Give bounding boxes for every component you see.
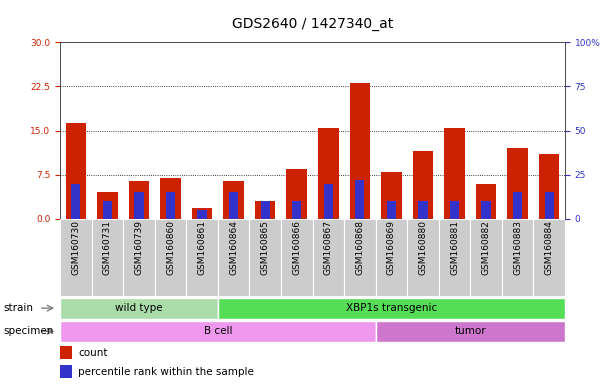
Bar: [186, 219, 218, 296]
Bar: [313, 219, 344, 296]
Text: count: count: [78, 348, 108, 358]
Bar: [249, 219, 281, 296]
Bar: [350, 83, 370, 219]
Bar: [476, 184, 496, 219]
Text: B cell: B cell: [204, 326, 232, 336]
Text: GSM160882: GSM160882: [481, 220, 490, 275]
Bar: [66, 124, 86, 219]
Text: GSM160860: GSM160860: [166, 220, 175, 275]
Bar: [418, 201, 427, 219]
Bar: [60, 321, 376, 342]
Text: GSM160883: GSM160883: [513, 220, 522, 275]
Text: wild type: wild type: [115, 303, 163, 313]
Text: GSM160868: GSM160868: [355, 220, 364, 275]
Bar: [324, 184, 333, 219]
Bar: [502, 219, 534, 296]
Text: GSM160881: GSM160881: [450, 220, 459, 275]
Text: specimen: specimen: [3, 326, 53, 336]
Bar: [481, 201, 490, 219]
Bar: [344, 219, 376, 296]
Bar: [166, 192, 175, 219]
Bar: [318, 127, 338, 219]
Bar: [192, 208, 212, 219]
Text: GSM160861: GSM160861: [198, 220, 207, 275]
Text: GSM160864: GSM160864: [229, 220, 238, 275]
Bar: [534, 219, 565, 296]
Bar: [513, 192, 522, 219]
Bar: [261, 201, 270, 219]
Bar: [439, 219, 470, 296]
Bar: [224, 180, 244, 219]
Text: strain: strain: [3, 303, 33, 313]
Bar: [444, 127, 465, 219]
Bar: [103, 201, 112, 219]
Bar: [470, 219, 502, 296]
Bar: [450, 201, 459, 219]
Bar: [507, 148, 528, 219]
Bar: [60, 365, 72, 378]
Text: percentile rank within the sample: percentile rank within the sample: [78, 367, 254, 377]
Bar: [60, 298, 218, 319]
Bar: [255, 201, 275, 219]
Bar: [218, 219, 249, 296]
Text: tumor: tumor: [454, 326, 486, 336]
Bar: [376, 321, 565, 342]
Bar: [413, 151, 433, 219]
Text: GSM160866: GSM160866: [292, 220, 301, 275]
Bar: [287, 169, 307, 219]
Bar: [381, 172, 401, 219]
Bar: [198, 210, 207, 219]
Bar: [355, 180, 364, 219]
Bar: [292, 201, 301, 219]
Bar: [135, 192, 144, 219]
Bar: [545, 192, 554, 219]
Bar: [407, 219, 439, 296]
Bar: [60, 346, 72, 359]
Text: GSM160867: GSM160867: [324, 220, 333, 275]
Text: GSM160730: GSM160730: [72, 220, 81, 275]
Text: GDS2640 / 1427340_at: GDS2640 / 1427340_at: [232, 17, 393, 31]
Bar: [60, 219, 91, 296]
Bar: [218, 298, 565, 319]
Text: GSM160865: GSM160865: [261, 220, 270, 275]
Bar: [97, 192, 118, 219]
Text: GSM160739: GSM160739: [135, 220, 144, 275]
Bar: [91, 219, 123, 296]
Bar: [281, 219, 313, 296]
Bar: [387, 201, 396, 219]
Text: GSM160880: GSM160880: [418, 220, 427, 275]
Bar: [72, 184, 81, 219]
Bar: [229, 192, 238, 219]
Bar: [155, 219, 186, 296]
Bar: [123, 219, 155, 296]
Text: GSM160869: GSM160869: [387, 220, 396, 275]
Bar: [160, 178, 181, 219]
Bar: [376, 219, 407, 296]
Text: GSM160884: GSM160884: [545, 220, 554, 275]
Bar: [129, 180, 149, 219]
Text: GSM160731: GSM160731: [103, 220, 112, 275]
Text: XBP1s transgenic: XBP1s transgenic: [346, 303, 437, 313]
Bar: [539, 154, 560, 219]
